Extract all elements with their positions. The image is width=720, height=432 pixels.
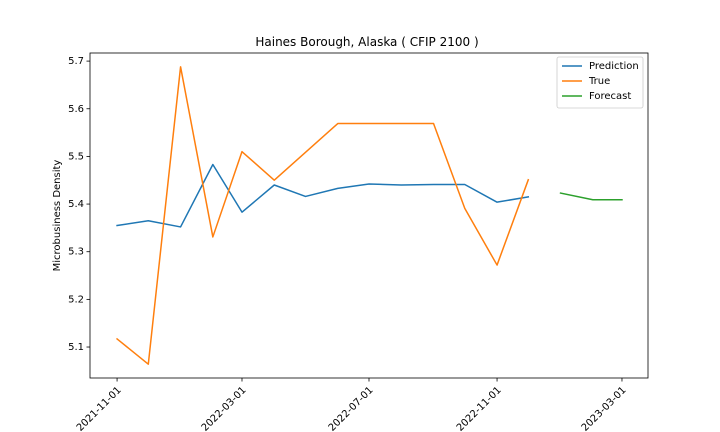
y-tick-label: 5.2 [68,294,84,305]
legend-label-forecast: Forecast [589,91,631,102]
y-tick-label: 5.5 [68,151,84,162]
y-tick-label: 5.7 [68,56,84,67]
series-layer [116,66,623,365]
y-tick-label: 5.3 [68,247,84,258]
series-line-true [116,66,530,365]
y-tick-label: 5.4 [68,199,84,210]
y-axis: 5.1 5.2 5.3 5.4 5.5 5.6 5.7 [68,56,90,353]
y-tick-label: 5.6 [68,104,84,115]
series-line-forecast [559,192,623,201]
series-line-prediction [116,163,530,228]
chart-title: Haines Borough, Alaska ( CFIP 2100 ) [255,35,478,49]
legend-label-true: True [588,76,610,87]
legend: Prediction True Forecast [556,56,644,109]
y-axis-label: Microbusiness Density [52,160,63,272]
legend-label-prediction: Prediction [589,61,639,72]
y-tick-label: 5.1 [68,342,84,353]
